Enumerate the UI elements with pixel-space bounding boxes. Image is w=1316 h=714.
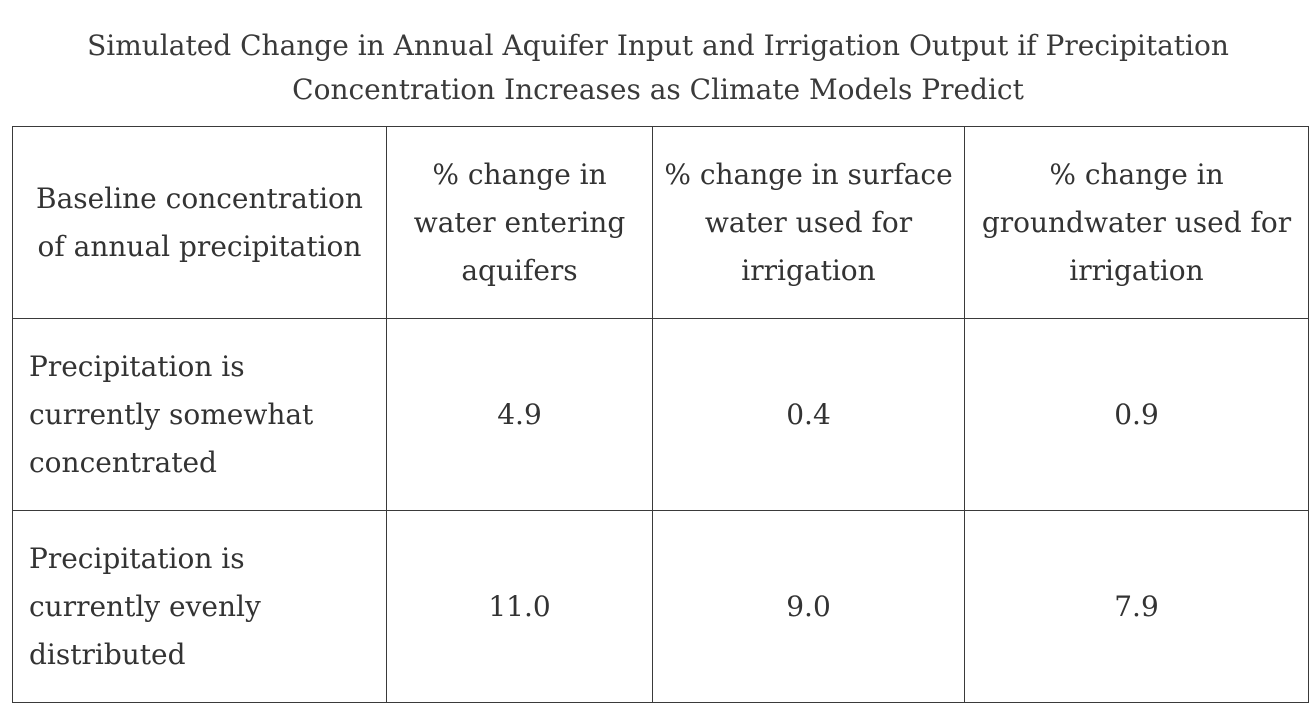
cell-aquifer-somewhat-concentrated: 4.9 — [386, 318, 653, 511]
cell-surface-water-evenly-distributed: 9.0 — [652, 510, 965, 703]
data-table: Baseline concentration of annual precipi… — [12, 126, 1309, 703]
header-surface-water-change: % change in surface water used for irrig… — [652, 126, 965, 319]
header-row: Baseline concentration of annual precipi… — [12, 126, 1309, 319]
table-row: Precipitation is currently evenly distri… — [12, 510, 1309, 703]
header-groundwater-change: % change in groundwater used for irrigat… — [964, 126, 1309, 319]
cell-surface-water-somewhat-concentrated: 0.4 — [652, 318, 965, 511]
cell-aquifer-evenly-distributed: 11.0 — [386, 510, 653, 703]
cell-groundwater-evenly-distributed: 7.9 — [964, 510, 1309, 703]
row-label-evenly-distributed: Precipitation is currently evenly distri… — [12, 510, 387, 703]
header-baseline-concentration: Baseline concentration of annual precipi… — [12, 126, 387, 319]
table-row: Precipitation is currently somewhat conc… — [12, 318, 1309, 511]
table-title: Simulated Change in Annual Aquifer Input… — [0, 24, 1316, 112]
row-label-somewhat-concentrated: Precipitation is currently somewhat conc… — [12, 318, 387, 511]
cell-groundwater-somewhat-concentrated: 0.9 — [964, 318, 1309, 511]
table-title-line-2: Concentration Increases as Climate Model… — [292, 73, 1024, 106]
header-aquifer-change: % change in water entering aquifers — [386, 126, 653, 319]
table-title-line-1: Simulated Change in Annual Aquifer Input… — [87, 29, 1229, 62]
